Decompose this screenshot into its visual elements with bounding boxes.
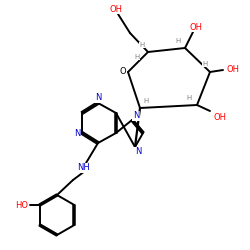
Text: OH: OH <box>190 22 202 32</box>
Text: H: H <box>202 61 207 67</box>
Text: HO: HO <box>15 200 28 209</box>
Text: OH: OH <box>110 4 122 14</box>
Text: H: H <box>144 98 148 104</box>
Text: H: H <box>176 38 180 44</box>
Text: H: H <box>140 42 144 48</box>
Text: N: N <box>74 128 80 138</box>
Text: N: N <box>95 94 101 102</box>
Text: O: O <box>120 68 126 76</box>
Text: N: N <box>133 112 139 120</box>
Text: OH: OH <box>214 112 226 122</box>
Text: N: N <box>135 148 141 156</box>
Text: NH: NH <box>76 164 90 172</box>
Text: H: H <box>134 54 140 60</box>
Text: H: H <box>186 95 192 101</box>
Text: OH: OH <box>226 66 239 74</box>
